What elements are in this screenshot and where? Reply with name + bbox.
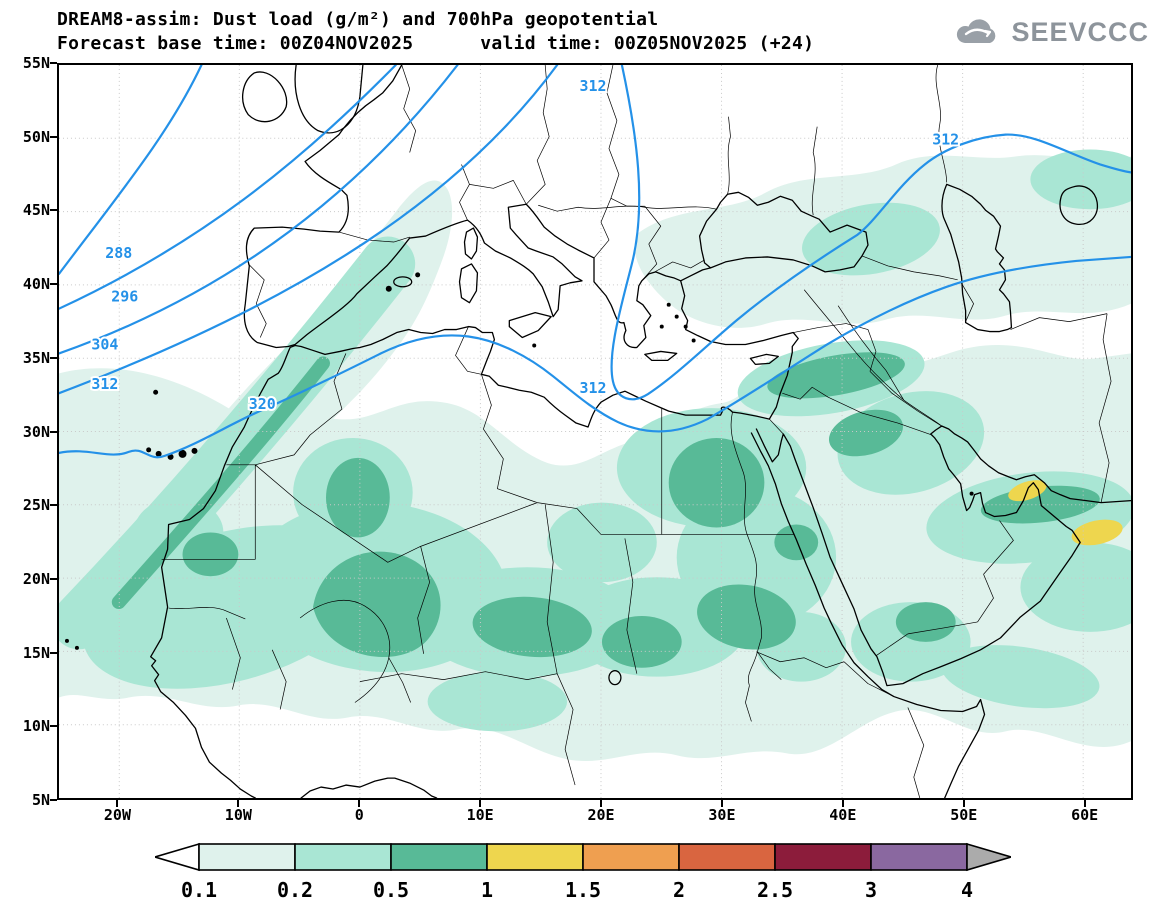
lat-axis-label: 15N [22,643,50,662]
lat-axis-tick [50,209,57,212]
contour-label: 312 [580,77,607,95]
contour-label: 320 [249,395,276,413]
lat-axis-label: 30N [22,422,50,441]
lon-axis-label: 30E [708,806,736,824]
colorbar-tick-label: 1.5 [564,878,600,902]
lon-axis-tick [600,800,603,807]
lat-axis-tick [50,651,57,654]
colorbar-tick-label: 4 [960,878,972,902]
colorbar-tick-label: 0.1 [180,878,216,902]
colorbar-svg: 0.1 0.2 0.5 1 1.5 2 2.5 3 4 [151,842,1014,902]
colorbar-segment [773,843,872,871]
lon-axis-tick [1083,800,1086,807]
colorbar-arrow-left [151,842,200,872]
cloud-icon [957,19,996,43]
lon-axis-label: 40E [829,806,857,824]
colorbar-tick-label: 1 [480,878,492,902]
colorbar-segment [677,843,776,871]
colorbar-segment [389,843,488,871]
colorbar: 0.1 0.2 0.5 1 1.5 2 2.5 3 4 [151,841,1014,907]
lon-axis-label: 20E [587,806,615,824]
chart-title-line1: DREAM8-assim: Dust load (g/m²) and 700hP… [57,9,659,30]
map-graticule [59,65,1131,798]
colorbar-tick-label: 2.5 [756,878,792,902]
colorbar-segment [485,843,584,871]
colorbar-segment [581,843,680,871]
lat-axis-label: 35N [22,348,50,367]
lon-axis-tick [841,800,844,807]
colorbar-arrow-right [965,842,1014,872]
map-svg: 288 296 304 312 320 312 312 312 [59,65,1131,798]
lat-axis-label: 50N [22,127,50,146]
country-borders [161,65,1112,798]
contour-label: 312 [932,131,959,149]
lat-axis-label: 5N [31,791,50,809]
contour-label: 296 [111,288,138,306]
rivers [168,65,948,722]
lon-axis-tick [237,800,240,807]
lat-axis-label: 20N [22,569,50,588]
colorbar-segment [197,843,296,871]
lon-axis-tick [116,800,119,807]
lat-axis-tick [50,725,57,728]
lat-axis-label: 55N [22,54,50,72]
lat-axis-tick [50,356,57,359]
coastlines [64,65,1131,798]
colorbar-tick-label: 0.2 [276,878,312,902]
lat-axis-tick [50,135,57,138]
contour-label: 312 [91,375,118,393]
lon-axis-label: 10W [224,806,252,824]
lat-axis-label: 25N [22,496,50,515]
logo-text: SEEVCCC [1011,16,1149,47]
contour-labels-layer: 288 296 304 312 320 312 312 312 [89,75,961,415]
lat-axis-tick [50,62,57,64]
lon-axis-tick [479,800,482,807]
lat-axis-label: 45N [22,201,50,220]
small-islands [64,272,974,650]
colorbar-tick-label: 3 [864,878,876,902]
contour-label: 312 [580,379,607,397]
seevccc-logo: SEEVCCC [952,16,1149,48]
contour-label: 304 [91,335,118,353]
map-frame: 288 296 304 312 320 312 312 312 [57,63,1133,800]
lat-axis-tick [50,799,57,801]
lon-axis-label: 60E [1071,806,1099,824]
contour-label: 288 [105,244,132,262]
lat-axis-label: 10N [22,717,50,736]
lon-axis-label: 20W [103,806,131,824]
chart-title-line2: Forecast base time: 00Z04NOV2025 valid t… [57,33,815,54]
lon-axis-tick [962,800,965,807]
colorbar-segment [869,843,968,871]
lon-axis-label: 10E [466,806,494,824]
colorbar-tick-label: 2 [672,878,684,902]
lat-axis-tick [50,283,57,286]
lat-axis-tick [50,504,57,507]
colorbar-tick-label: 0.5 [372,878,408,902]
dust-shading-level-0.5 [111,352,1100,668]
lat-axis-tick [50,577,57,580]
lat-axis-tick [50,430,57,433]
lon-axis-label: 50E [950,806,978,824]
colorbar-segment [293,843,392,871]
lon-axis-label: 0 [354,806,364,824]
lon-axis-tick [358,800,361,807]
lat-axis-label: 40N [22,275,50,294]
geopotential-contours [59,65,1131,459]
lon-axis-tick [720,800,723,807]
